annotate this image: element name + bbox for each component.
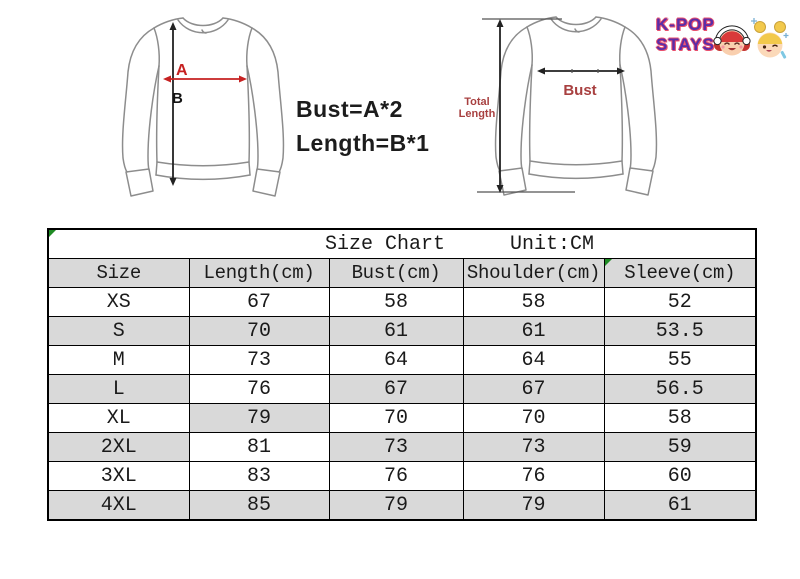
- cell-bust: 67: [328, 374, 464, 404]
- cell-shoulder: 61: [462, 316, 605, 346]
- cell-shoulder: 79: [462, 490, 605, 521]
- cell-shoulder: 73: [462, 432, 605, 462]
- chibi-characters-icon: [713, 18, 789, 59]
- cell-bust: 61: [328, 316, 464, 346]
- cell-flag-triangle-icon: [605, 259, 612, 266]
- chibi-fan-blonde-icon: [751, 18, 789, 59]
- cell-length: 73: [188, 345, 330, 375]
- cell-shoulder: 58: [462, 287, 605, 317]
- table-row: L 76 67 67 56.5: [47, 374, 757, 404]
- table-unit: Unit:CM: [510, 232, 595, 256]
- cell-sleeve: 59: [603, 432, 757, 462]
- col-header-shoulder: Shoulder(cm): [462, 258, 605, 288]
- table-row: 2XL 81 73 73 59: [47, 432, 757, 462]
- col-header-size: Size: [47, 258, 190, 288]
- cell-sleeve: 58: [603, 403, 757, 433]
- cell-size: S: [47, 316, 190, 346]
- cell-length: 81: [188, 432, 330, 462]
- logo-line1: K-POP: [656, 15, 715, 34]
- cell-size: 3XL: [47, 461, 190, 491]
- sweater-front-diagram: A B: [121, 17, 285, 197]
- table-body: XS 67 58 58 52 S 70 61 61 53.5 M 73 64 64 55 L 76 67 67 56.…: [47, 287, 757, 521]
- logo-line2: STAYS: [656, 35, 715, 54]
- cell-size: 2XL: [47, 432, 190, 462]
- cell-size: 4XL: [47, 490, 190, 521]
- cell-length: 79: [188, 403, 330, 433]
- table-title-row: Size Chart Unit:CM: [47, 228, 757, 259]
- size-table: Size Chart Unit:CM Size Length(cm) Bust(…: [47, 228, 758, 521]
- cell-size: XL: [47, 403, 190, 433]
- cell-bust: 58: [328, 287, 464, 317]
- cell-length: 70: [188, 316, 330, 346]
- cell-size: M: [47, 345, 190, 375]
- table-row: 3XL 83 76 76 60: [47, 461, 757, 491]
- cell-size: L: [47, 374, 190, 404]
- cell-shoulder: 76: [462, 461, 605, 491]
- cell-sleeve: 53.5: [603, 316, 757, 346]
- cell-sleeve: 56.5: [603, 374, 757, 404]
- col-header-sleeve: Sleeve(cm): [603, 258, 757, 288]
- length-measure-arrow: [169, 22, 177, 186]
- cell-sleeve: 60: [603, 461, 757, 491]
- width-measure-arrow: [163, 75, 247, 83]
- cell-bust: 79: [328, 490, 464, 521]
- cell-sleeve: 52: [603, 287, 757, 317]
- col-header-length: Length(cm): [188, 258, 330, 288]
- total-length-arrow: [477, 18, 575, 193]
- sweater-outline: [121, 17, 285, 197]
- kpop-stays-logo: K-POP STAYS: [656, 15, 715, 55]
- cell-bust: 64: [328, 345, 464, 375]
- cell-length: 76: [188, 374, 330, 404]
- cell-bust: 76: [328, 461, 464, 491]
- sweater-outline: [494, 16, 658, 196]
- length-formula: Length=B*1: [296, 130, 430, 156]
- table-title: Size Chart: [325, 232, 446, 256]
- sweater-total-length-diagram: Total Length Bust: [459, 16, 658, 196]
- cell-size: XS: [47, 287, 190, 317]
- cell-length: 67: [188, 287, 330, 317]
- cell-flag-triangle-icon: [49, 230, 56, 237]
- total-length-label-line1: Total: [464, 96, 489, 108]
- cell-length: 83: [188, 461, 330, 491]
- table-row: S 70 61 61 53.5: [47, 316, 757, 346]
- table-row: XL 79 70 70 58: [47, 403, 757, 433]
- cell-sleeve: 61: [603, 490, 757, 521]
- cell-shoulder: 64: [462, 345, 605, 375]
- table-row: M 73 64 64 55: [47, 345, 757, 375]
- table-header-row: Size Length(cm) Bust(cm) Shoulder(cm) Sl…: [47, 258, 757, 288]
- table-row: XS 67 58 58 52: [47, 287, 757, 317]
- cell-shoulder: 70: [462, 403, 605, 433]
- measurement-formulas: Bust=A*2 Length=B*1: [296, 92, 429, 160]
- table-row: 4XL 85 79 79 61: [47, 490, 757, 521]
- cell-bust: 70: [328, 403, 464, 433]
- cell-sleeve: 55: [603, 345, 757, 375]
- bust-formula: Bust=A*2: [296, 96, 403, 122]
- length-label-b: B: [172, 90, 183, 107]
- bust-measure-arrow: [537, 67, 625, 75]
- cell-shoulder: 67: [462, 374, 605, 404]
- col-header-bust: Bust(cm): [328, 258, 464, 288]
- width-label-a: A: [176, 62, 188, 79]
- bust-label: Bust: [563, 82, 596, 99]
- chibi-fan-red-icon: [713, 25, 751, 56]
- total-length-label-line2: Length: [459, 108, 496, 120]
- cell-bust: 73: [328, 432, 464, 462]
- cell-length: 85: [188, 490, 330, 521]
